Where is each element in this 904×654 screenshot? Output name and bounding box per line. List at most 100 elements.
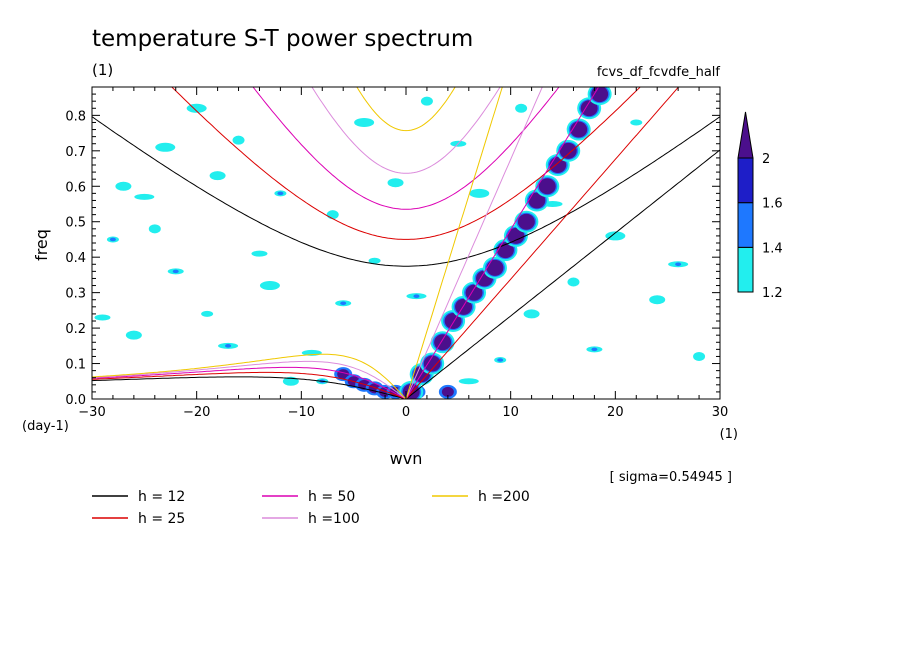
patch-inner — [225, 344, 232, 348]
colorbar-swatch — [737, 202, 754, 248]
y-tick-label: 0.8 — [65, 109, 86, 124]
kelvin-band-blob — [587, 87, 612, 106]
y-tick-label: 0.1 — [65, 358, 86, 373]
y-axis-label: freq — [32, 229, 51, 261]
patch-outer — [125, 330, 142, 340]
patch-outer — [458, 378, 479, 385]
y-tick-label: 0.4 — [65, 251, 86, 266]
patch-outer — [232, 135, 245, 145]
legend-label: h = 50 — [308, 489, 355, 505]
spectral-patch — [251, 250, 268, 257]
y-tick-label: 0.0 — [65, 393, 86, 408]
spectral-patch — [155, 142, 176, 152]
kelvin-band-blob — [420, 352, 445, 375]
spectral-patch — [387, 178, 404, 188]
x-axis-ticks: −30 −20 −10 0 10 20 30 — [78, 87, 728, 420]
inertio-gravity-curve — [171, 87, 641, 240]
patch-outer — [94, 314, 111, 321]
dispersion-curves — [92, 87, 720, 399]
dispersion-curve-h100 — [92, 87, 543, 399]
plot-frame — [91, 86, 721, 400]
patch-outer — [523, 309, 540, 319]
spectral-patch — [274, 190, 287, 197]
y-tick-label: 0.3 — [65, 287, 86, 302]
y-axis-ticks: 0.0 0.1 0.2 0.3 0.4 0.5 0.6 0.7 0.8 — [65, 86, 720, 408]
kelvin-curve — [405, 149, 720, 399]
colorbar-label: 1.2 — [762, 286, 783, 301]
patch-inner — [675, 262, 682, 267]
patch-outer — [201, 310, 214, 317]
patch-outer — [693, 351, 706, 361]
mrg-blob-inner — [441, 386, 454, 397]
spectral-patch — [515, 103, 528, 113]
patch-outer — [209, 171, 226, 181]
inertio-gravity-curve — [311, 87, 501, 174]
patch-outer — [469, 188, 490, 198]
patch-outer — [115, 181, 132, 191]
spectral-patch — [209, 171, 226, 181]
patch-inner — [413, 294, 420, 298]
x-tick-label: 20 — [607, 405, 624, 420]
patch-outer — [326, 210, 339, 220]
legend-label: h = 12 — [138, 489, 185, 505]
dispersion-curve-h50 — [92, 87, 600, 399]
patch-outer — [155, 142, 176, 152]
patch-outer — [134, 193, 155, 200]
colorbar-extend-arrow — [737, 111, 754, 159]
x-tick-label: −10 — [288, 405, 315, 420]
kelvin-blob-l3 — [528, 192, 546, 209]
patch-inner — [497, 358, 504, 362]
kelvin-band-blob — [514, 210, 539, 233]
rossby-curve — [92, 353, 407, 399]
y-tick-label: 0.2 — [65, 322, 86, 337]
spectral-patch — [115, 181, 132, 191]
spectral-power-contours — [94, 87, 706, 399]
spectral-patch — [649, 295, 666, 305]
patch-outer — [567, 277, 580, 287]
spectral-patch — [134, 193, 155, 200]
patch-outer — [649, 295, 666, 305]
kelvin-curve — [405, 87, 600, 399]
x-tick-label: 30 — [712, 405, 729, 420]
chart-subtitle: (1) — [92, 61, 113, 79]
legend-item: h =100 — [262, 511, 360, 527]
y-tick-label: 0.7 — [65, 145, 86, 160]
spectral-patch — [106, 236, 119, 243]
kelvin-blob-l3 — [434, 334, 452, 351]
x-axis-unit: (1) — [720, 427, 738, 442]
spectral-patch — [420, 96, 433, 106]
spectral-patch — [605, 231, 626, 241]
run-label: fcvs_df_fcvdfe_half — [597, 65, 721, 80]
legend-label: h =200 — [478, 489, 530, 505]
legend-item: h = 12 — [92, 489, 185, 505]
spectral-patch — [668, 261, 689, 268]
x-tick-label: 0 — [402, 405, 410, 420]
x-axis-label: wvn — [390, 449, 423, 468]
patch-inner — [109, 237, 116, 242]
patch-inner — [340, 301, 347, 306]
patch-outer — [515, 103, 528, 113]
inertio-gravity-curve — [252, 87, 560, 210]
kelvin-blob-l3 — [580, 100, 598, 117]
legend-label: h =100 — [308, 511, 360, 527]
inertio-gravity-curve — [356, 87, 456, 132]
patch-inner — [277, 191, 284, 196]
kelvin-curve — [405, 87, 543, 399]
spectral-patch — [167, 268, 184, 275]
plot-area: −30 −20 −10 0 10 20 30 0.00.10.20.30.40.50.60.… — [65, 86, 728, 420]
mrg-band-blob — [438, 384, 457, 399]
spectral-patch — [125, 330, 142, 340]
spectral-patch — [406, 293, 427, 300]
spectral-patch — [259, 281, 280, 291]
patch-outer — [259, 281, 280, 291]
spectral-patch — [201, 310, 214, 317]
kelvin-blob-l3 — [423, 355, 441, 372]
patch-outer — [605, 231, 626, 241]
kelvin-blob-l3 — [538, 178, 556, 195]
rossby-curve — [92, 360, 407, 399]
kelvin-blob-l3 — [455, 298, 473, 315]
patch-outer — [368, 257, 381, 264]
dispersion-curve-h25 — [92, 87, 680, 399]
kelvin-blob-l3 — [559, 142, 577, 159]
